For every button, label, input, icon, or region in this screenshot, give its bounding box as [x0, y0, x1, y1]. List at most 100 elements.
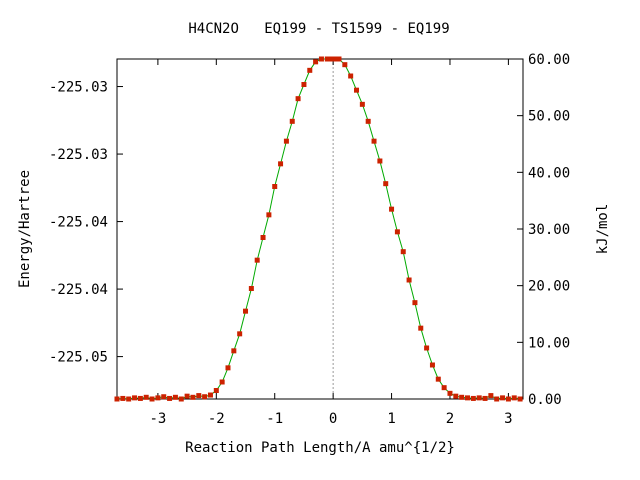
data-point: [231, 348, 237, 354]
x-tick-label: 2: [446, 411, 454, 427]
data-point: [424, 345, 430, 351]
data-point: [237, 331, 243, 337]
data-point: [318, 56, 324, 62]
y-tick-label: -225.04: [49, 282, 108, 298]
data-point: [178, 396, 184, 402]
data-point: [172, 394, 178, 400]
data-point: [248, 286, 254, 291]
data-point: [365, 118, 371, 124]
data-point: [494, 396, 500, 402]
y2-tick-label: 40.00: [528, 165, 570, 181]
data-point: [354, 87, 360, 93]
data-point: [441, 385, 447, 391]
data-point: [196, 393, 202, 399]
data-point: [505, 396, 511, 402]
data-point: [476, 395, 482, 401]
x-axis-label: Reaction Path Length/A amu^{1/2}: [185, 440, 455, 456]
data-point: [120, 395, 126, 401]
y-axis-label: Energy/Hartree: [17, 170, 33, 288]
data-point: [184, 393, 190, 399]
data-point: [371, 138, 377, 144]
y2-tick-label: 20.00: [528, 279, 570, 295]
y-axis-left: -225.03 -225.03 -225.04 -225.04 -225.05: [49, 80, 123, 366]
y-tick-label: -225.03: [49, 80, 108, 96]
data-point: [465, 395, 471, 401]
data-point: [517, 396, 523, 402]
data-point: [301, 82, 307, 87]
data-point: [459, 394, 465, 400]
x-tick-label: -1: [266, 411, 283, 427]
data-point: [330, 56, 336, 62]
data-point: [389, 206, 395, 212]
y2-tick-label: 50.00: [528, 109, 570, 125]
data-point: [213, 388, 219, 393]
data-point: [336, 56, 342, 62]
data-point: [207, 392, 213, 398]
data-point: [429, 362, 435, 368]
x-tick-label: 1: [387, 411, 395, 427]
data-point: [324, 56, 330, 62]
data-point: [333, 56, 339, 62]
y2-tick-label: 60.00: [528, 52, 570, 68]
data-point: [488, 393, 494, 399]
data-point: [307, 67, 313, 73]
energy-curve: [116, 58, 521, 400]
data-point: [348, 73, 354, 79]
data-point: [482, 395, 488, 401]
data-point: [435, 376, 441, 382]
data-point: [342, 62, 348, 68]
x-tick-label: 0: [329, 411, 337, 427]
y-axis-right: 0.00 10.00 20.00 30.00 40.00 50.00 60.00: [517, 52, 570, 408]
data-point: [295, 96, 301, 102]
data-point: [327, 56, 333, 62]
data-point: [511, 395, 517, 401]
y-tick-label: -225.05: [49, 350, 108, 366]
y2-tick-label: 0.00: [528, 392, 562, 408]
data-point: [155, 395, 161, 401]
data-point: [132, 395, 138, 401]
y-tick-label: -225.03: [49, 147, 108, 163]
plot-frame: [116, 58, 524, 400]
data-point: [243, 308, 249, 314]
data-markers: [114, 56, 523, 402]
data-point: [137, 395, 143, 401]
chart-title: H4CN2O EQ199 - TS1599 - EQ199: [188, 21, 449, 37]
data-point: [359, 101, 365, 107]
data-point: [500, 395, 506, 401]
data-point: [260, 235, 266, 240]
data-point: [219, 379, 225, 385]
data-point: [161, 394, 167, 400]
data-point: [394, 229, 400, 235]
data-point: [149, 396, 155, 402]
data-point: [406, 277, 412, 283]
data-point: [202, 394, 208, 400]
data-point: [418, 325, 424, 331]
x-tick-label: -2: [208, 411, 225, 427]
data-point: [400, 249, 406, 255]
data-point: [278, 161, 284, 167]
x-tick-label: -3: [149, 411, 166, 427]
y2-tick-label: 10.00: [528, 335, 570, 351]
data-point: [283, 138, 289, 144]
data-point: [143, 394, 149, 400]
x-axis: -3 -2 -1 0 1 2 3: [149, 59, 513, 427]
data-point: [470, 395, 476, 401]
data-point: [377, 158, 383, 164]
data-point: [266, 212, 272, 218]
data-point: [225, 365, 231, 371]
data-point: [190, 394, 196, 400]
x-tick-label: 3: [504, 411, 512, 427]
data-point: [447, 390, 453, 396]
y-tick-label: -225.04: [49, 215, 108, 231]
y2-tick-label: 30.00: [528, 222, 570, 238]
data-point: [412, 300, 418, 306]
data-point: [313, 59, 319, 65]
data-point: [453, 393, 459, 399]
data-point: [167, 395, 173, 401]
data-point: [254, 257, 260, 263]
data-point: [126, 396, 132, 402]
data-point: [114, 396, 120, 402]
data-point: [383, 181, 389, 187]
data-point: [289, 118, 295, 124]
